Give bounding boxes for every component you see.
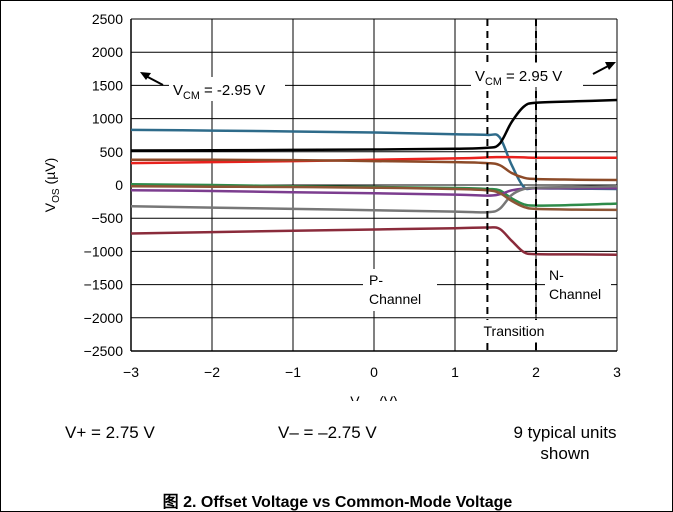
n-channel-label-bg <box>545 265 611 307</box>
p-channel-label-bg <box>363 269 437 311</box>
footnote-units-line-1: 9 typical units <box>513 423 617 442</box>
y-tick-label: 0 <box>115 177 123 193</box>
footnote-units: 9 typical units shown <box>495 422 635 464</box>
vcm-left-label-bg <box>169 77 285 101</box>
p-channel-label-line-2: Channel <box>369 291 421 307</box>
y-tick-label: −500 <box>91 210 123 226</box>
footnote-units-line-2: shown <box>540 444 590 463</box>
p-channel-label-line-1: P- <box>369 272 383 288</box>
footnote-vplus: V+ = 2.75 V <box>65 423 155 442</box>
vcm-left-arrow-head <box>140 72 151 80</box>
y-tick-label: 1500 <box>92 77 123 93</box>
figure-caption: 图 2. Offset Voltage vs Common-Mode Volta… <box>162 494 513 511</box>
vcm-right-label-bg <box>471 63 583 87</box>
y-tick-label: 2000 <box>92 44 123 60</box>
x-tick-label: 3 <box>613 364 621 380</box>
y-tick-label: −1000 <box>84 243 124 259</box>
vcm-right-arrow-head <box>605 62 616 70</box>
transition-label-bg <box>473 320 555 342</box>
x-axis-title: VCM (V) <box>350 393 398 401</box>
x-tick-label: −2 <box>204 364 220 380</box>
y-tick-label: −2000 <box>84 310 124 326</box>
vcm-right-label: VCM = 2.95 V <box>475 68 562 88</box>
y-axis-title: VOS (µV) <box>42 158 62 213</box>
n-channel-label-line-2: Channel <box>549 286 601 302</box>
y-tick-label: −1500 <box>84 277 124 293</box>
x-tick-label: 1 <box>451 364 459 380</box>
y-tick-label: −2500 <box>84 343 124 359</box>
x-tick-label: 2 <box>532 364 540 380</box>
series-line-2 <box>130 98 618 152</box>
x-tick-label: −3 <box>123 364 139 380</box>
transition-label: Transition <box>484 323 545 339</box>
x-tick-label: −1 <box>285 364 301 380</box>
tick-labels: −2500 −2000 −1500 −1000 −500 0 500 1000 1500 2000… <box>42 11 621 401</box>
vcm-left-label: VCM = -2.95 V <box>173 82 265 102</box>
y-tick-label: 1000 <box>92 111 123 127</box>
chart: −2500 −2000 −1500 −1000 −500 0 500 1000 1500 2000… <box>42 11 621 401</box>
x-tick-label: 0 <box>370 364 378 380</box>
n-channel-label-line-1: N- <box>549 267 564 283</box>
y-tick-label: 500 <box>100 144 124 160</box>
y-tick-label: 2500 <box>92 11 123 27</box>
annotations: VCM = -2.95 V VCM = 2.95 V P- Channel N- Chan… <box>140 62 616 342</box>
footnote-vminus: V– = –2.75 V <box>278 423 377 442</box>
region-markers <box>486 19 537 351</box>
